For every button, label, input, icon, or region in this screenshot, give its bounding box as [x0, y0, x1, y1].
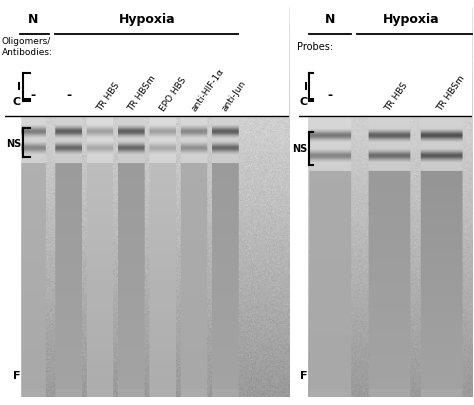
Text: C: C — [13, 96, 21, 107]
Text: TR HBSm: TR HBSm — [435, 74, 466, 113]
Text: EPO HBS: EPO HBS — [158, 76, 188, 113]
Text: TR HBS: TR HBS — [383, 81, 409, 113]
Text: TR HBSm: TR HBSm — [127, 74, 158, 113]
Bar — [299, 8, 307, 397]
Bar — [5, 8, 289, 117]
Text: Oligomers/
Antibodies:: Oligomers/ Antibodies: — [2, 37, 53, 57]
Text: NS: NS — [292, 144, 308, 154]
Text: F: F — [13, 371, 21, 381]
Text: N: N — [325, 13, 335, 26]
Bar — [5, 8, 20, 397]
Text: C: C — [300, 96, 308, 107]
Text: F: F — [300, 371, 308, 381]
Text: anti-Jun: anti-Jun — [220, 79, 248, 113]
Text: anti-HIF-1α: anti-HIF-1α — [189, 67, 226, 113]
Text: Probes:: Probes: — [297, 42, 333, 52]
Bar — [299, 8, 472, 117]
Text: -: - — [31, 88, 36, 101]
Text: -: - — [327, 88, 332, 101]
Text: N: N — [28, 13, 38, 26]
Text: TR HBS: TR HBS — [95, 81, 122, 113]
Text: Hypoxia: Hypoxia — [118, 13, 175, 26]
Text: I: I — [304, 82, 308, 92]
Text: -: - — [66, 88, 71, 101]
Text: I: I — [17, 82, 21, 92]
Text: Hypoxia: Hypoxia — [383, 13, 439, 26]
Text: NS: NS — [6, 138, 21, 148]
